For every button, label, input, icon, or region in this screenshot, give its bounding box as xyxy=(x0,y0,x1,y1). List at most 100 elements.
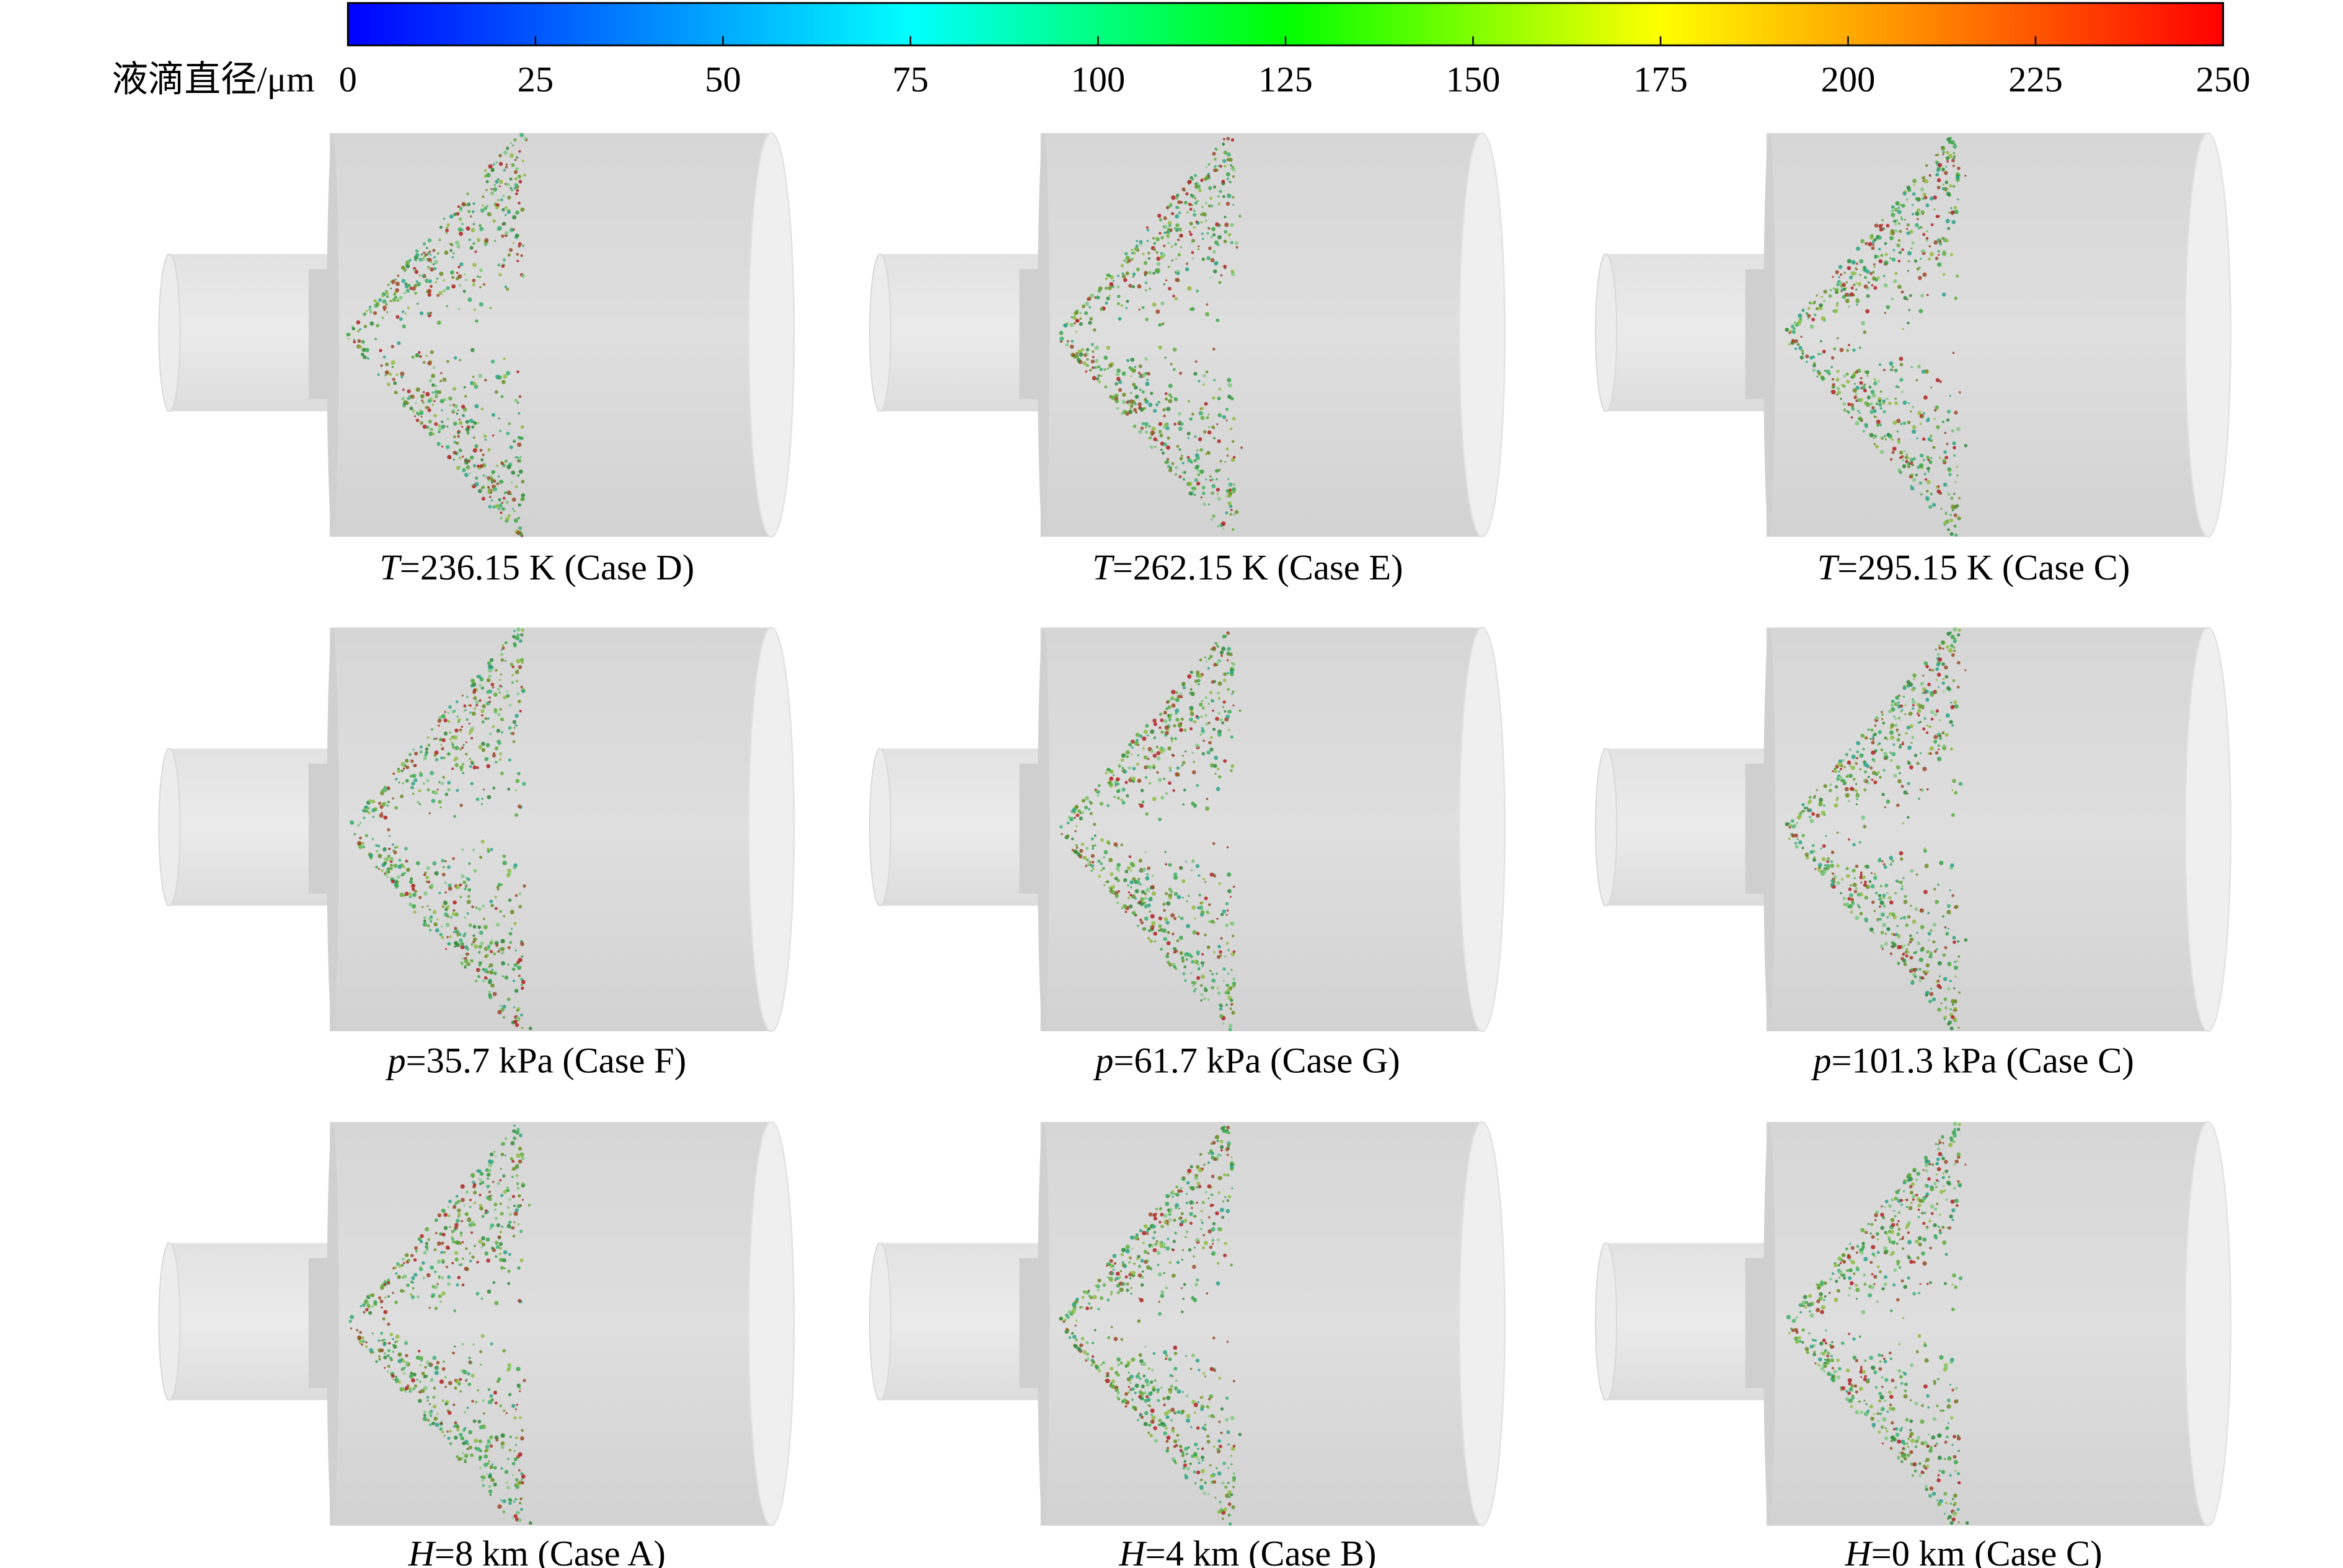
droplet xyxy=(1216,987,1219,989)
droplet xyxy=(1808,301,1812,305)
droplet xyxy=(490,482,493,484)
droplet xyxy=(1096,794,1100,797)
droplet xyxy=(1920,257,1922,260)
droplet xyxy=(1836,369,1840,373)
droplet xyxy=(1899,451,1904,455)
droplet xyxy=(1910,486,1915,491)
droplet xyxy=(438,1294,442,1298)
droplet xyxy=(500,717,504,721)
droplet xyxy=(1126,794,1129,798)
droplet xyxy=(441,420,444,423)
droplet xyxy=(1198,967,1201,970)
droplet xyxy=(470,761,475,765)
droplet xyxy=(1881,219,1884,222)
droplet xyxy=(1820,316,1825,321)
droplet xyxy=(506,464,511,469)
droplet xyxy=(473,688,477,692)
droplet xyxy=(1873,286,1877,290)
droplet xyxy=(484,717,487,720)
droplet xyxy=(1196,449,1199,452)
droplet xyxy=(464,459,467,462)
droplet xyxy=(393,293,397,296)
droplet xyxy=(1905,460,1908,464)
droplet xyxy=(1899,363,1904,366)
droplet xyxy=(1832,276,1834,278)
droplet xyxy=(462,772,465,775)
droplet xyxy=(1075,352,1079,355)
droplet xyxy=(366,357,369,360)
droplet xyxy=(513,863,518,868)
droplet xyxy=(1811,812,1816,816)
droplet xyxy=(1175,1185,1178,1189)
droplet xyxy=(1098,1369,1101,1373)
droplet xyxy=(1074,805,1079,809)
droplet xyxy=(454,728,459,733)
droplet xyxy=(381,1306,383,1309)
droplet xyxy=(1908,309,1911,311)
droplet xyxy=(1877,744,1879,746)
droplet xyxy=(416,1378,418,1381)
droplet xyxy=(1158,218,1163,222)
droplet xyxy=(448,883,452,888)
droplet xyxy=(1849,893,1853,897)
droplet xyxy=(420,394,425,399)
droplet xyxy=(427,266,430,269)
droplet xyxy=(1217,945,1221,949)
droplet xyxy=(1090,812,1093,816)
droplet xyxy=(513,962,518,967)
droplet xyxy=(487,945,491,948)
droplet xyxy=(1927,458,1930,462)
droplet xyxy=(382,848,386,852)
droplet xyxy=(1173,965,1176,969)
droplet xyxy=(492,479,496,483)
droplet xyxy=(1170,890,1173,894)
droplet xyxy=(434,392,439,397)
droplet xyxy=(1905,453,1908,456)
droplet xyxy=(1193,209,1196,213)
droplet xyxy=(1793,321,1798,325)
droplet xyxy=(1207,1161,1210,1165)
droplet xyxy=(501,264,505,268)
droplet xyxy=(1180,692,1183,695)
droplet xyxy=(471,1255,475,1259)
droplet xyxy=(1900,423,1903,426)
droplet xyxy=(1796,821,1799,824)
droplet xyxy=(1189,711,1194,716)
droplet xyxy=(1158,421,1163,426)
droplet xyxy=(484,757,489,762)
droplet xyxy=(1183,965,1186,969)
panel xyxy=(869,1121,1506,1526)
droplet xyxy=(1878,403,1882,407)
droplet xyxy=(1929,746,1934,751)
droplet xyxy=(1182,1297,1185,1300)
droplet xyxy=(1092,1355,1095,1358)
droplet xyxy=(1957,166,1961,170)
droplet xyxy=(511,508,514,510)
droplet xyxy=(1918,481,1922,485)
droplet xyxy=(1132,910,1136,915)
chamber-end xyxy=(2184,132,2232,538)
droplet xyxy=(495,180,499,184)
droplet xyxy=(1920,493,1923,496)
droplet xyxy=(499,1246,503,1250)
droplet xyxy=(499,479,503,484)
droplet xyxy=(494,1240,499,1245)
droplet xyxy=(1840,284,1843,288)
droplet xyxy=(1205,478,1207,481)
droplet xyxy=(1935,405,1939,410)
droplet xyxy=(460,941,464,946)
droplet xyxy=(1200,1210,1203,1213)
droplet xyxy=(515,1484,518,1487)
droplet xyxy=(1851,868,1856,873)
droplet xyxy=(401,397,405,401)
droplet xyxy=(430,350,434,355)
droplet xyxy=(488,1489,493,1494)
droplet xyxy=(451,1230,455,1233)
droplet xyxy=(1181,1177,1186,1181)
droplet xyxy=(1876,423,1880,426)
droplet xyxy=(461,848,464,852)
droplet xyxy=(1227,1443,1230,1446)
droplet xyxy=(430,253,432,256)
droplet xyxy=(1171,212,1175,216)
droplet xyxy=(1155,746,1158,749)
